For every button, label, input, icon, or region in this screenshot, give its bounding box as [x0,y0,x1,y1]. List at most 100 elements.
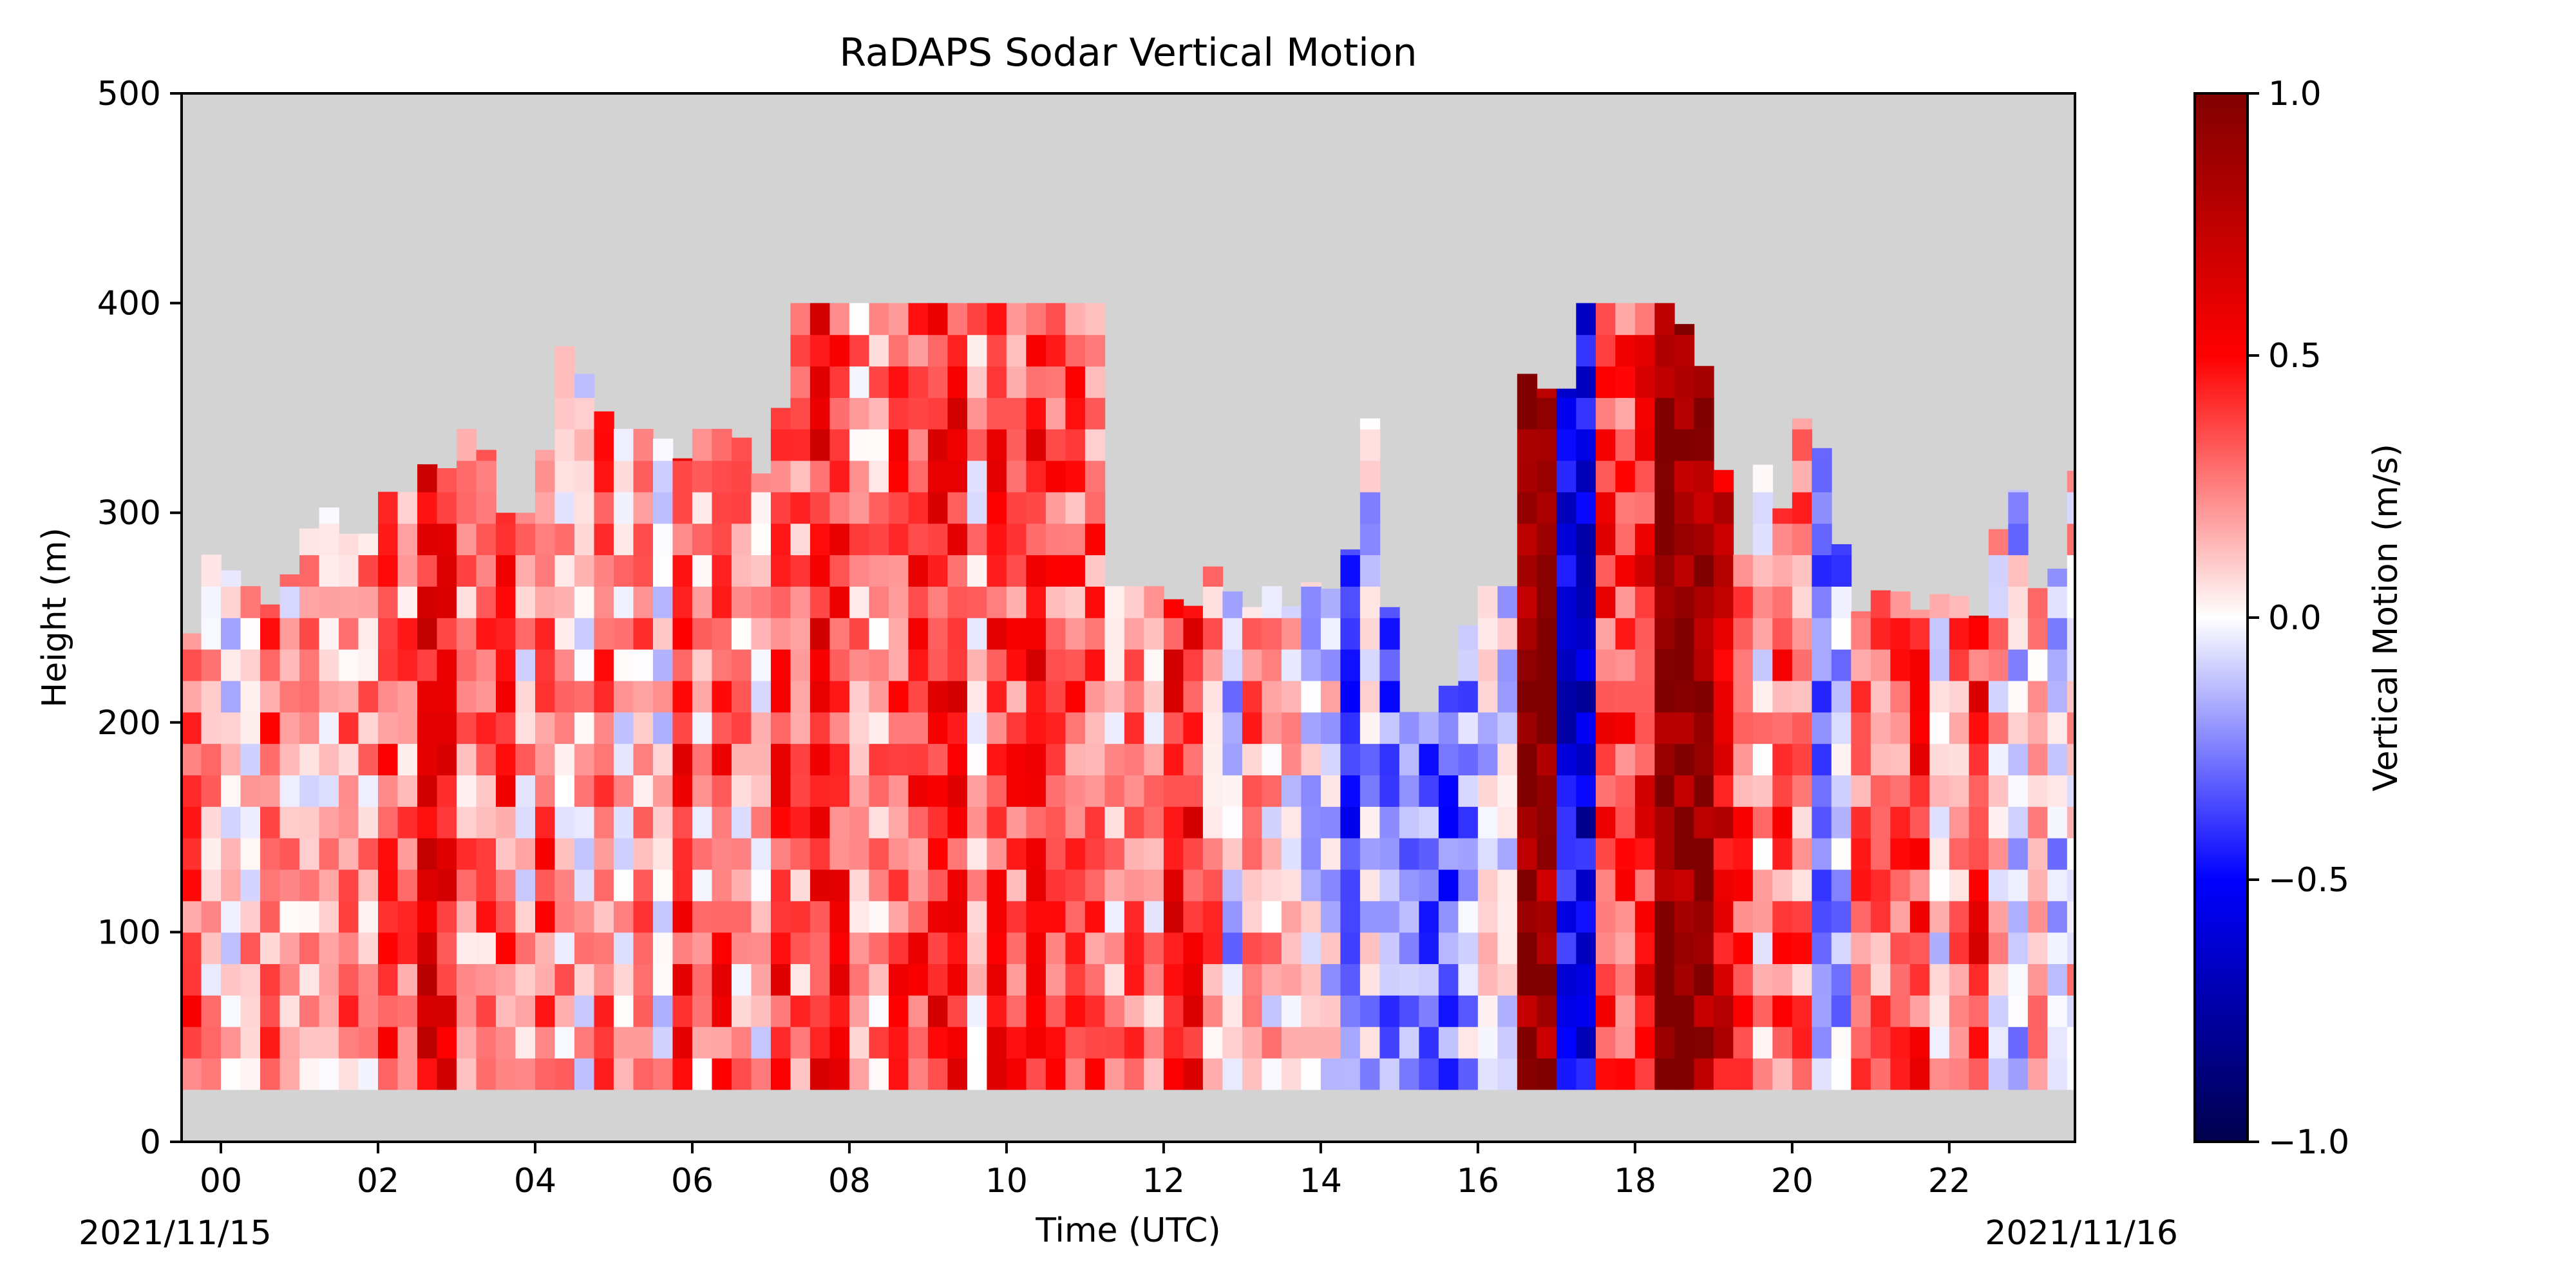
heat-cell [1537,649,1557,681]
heat-cell [1812,554,1832,587]
heat-cell [1851,932,1871,965]
heat-cell [751,775,772,807]
heat-cell [652,932,674,965]
heat-cell [1851,712,1871,744]
heat-cell [1713,586,1734,618]
heat-cell [1301,1026,1321,1059]
heat-cell [299,528,320,556]
heat-cell [1359,418,1381,430]
heat-cell [1399,775,1420,807]
heat-cell [574,963,595,996]
heat-cell [1772,900,1793,933]
heat-cell [1399,837,1420,870]
heat-cell [476,743,497,775]
heat-cell [1399,932,1420,965]
heat-cell [810,995,831,1027]
heat-cell [1262,806,1282,838]
heat-cell [849,586,870,618]
heat-cell [182,775,202,807]
heat-cell [279,869,300,902]
heat-cell [1419,869,1439,902]
heat-cell [279,743,300,775]
heat-cell [299,1026,320,1059]
heat-cell [1222,995,1243,1027]
heat-cell [770,408,791,430]
heat-cell [1183,995,1204,1027]
heat-cell [260,712,281,744]
heat-cell [594,775,614,807]
heat-cell [182,633,202,650]
heat-cell [554,743,575,775]
heat-cell [377,775,399,807]
heat-cell [2008,806,2029,838]
heat-cell [888,366,909,398]
heat-cell [437,649,457,681]
heat-cell [790,366,811,398]
heat-cell [221,932,242,965]
heat-cell [535,900,556,933]
heat-cell [1556,388,1577,398]
heat-cell [1163,1057,1184,1090]
heat-cell [1733,743,1754,775]
y-tick-label: 400 [97,285,161,323]
heat-cell [1772,523,1793,556]
heat-cell [1419,1026,1439,1059]
heat-cell [1694,963,1714,996]
heat-cell [299,680,320,713]
heat-cell [515,680,536,713]
heat-cell [1301,869,1321,902]
heat-cell [1340,995,1361,1027]
heat-cell [1595,460,1616,493]
heat-cell [692,995,713,1027]
heat-cell [1792,428,1813,461]
heat-cell [2067,806,2075,838]
heat-cell [1949,775,1970,807]
heat-cell [574,554,595,587]
heat-cell [770,1026,791,1059]
y-axis-label: Height (m) [35,527,74,708]
heat-cell [2047,900,2068,933]
heat-cell [1222,712,1243,744]
heat-cell [2008,554,2029,587]
heat-cell [397,963,418,996]
heat-cell [810,1026,831,1059]
heat-cell [1772,712,1793,744]
heat-cell [1556,586,1577,618]
heat-cell [476,586,497,618]
heat-cell [1477,649,1499,681]
heat-cell [888,963,909,996]
heat-cell [987,523,1007,556]
heat-cell [712,775,732,807]
heat-cell [1359,680,1381,713]
y-tick-label: 100 [97,913,161,952]
heat-cell [1084,743,1106,775]
heat-cell [1359,900,1381,933]
heat-cell [1517,1057,1538,1090]
heat-cell [319,932,339,965]
heat-cell [1654,523,1675,556]
heat-cell [1262,837,1282,870]
heat-cell [1458,649,1479,681]
heat-cell [1812,900,1832,933]
heat-cell [1634,900,1656,933]
heat-cell [2008,489,2029,493]
heat-cell [299,932,320,965]
heat-cell [1006,460,1027,493]
heat-cell [1359,869,1381,902]
heat-cell [1084,712,1106,744]
heat-cell [869,712,889,744]
heat-cell [927,460,949,493]
heat-cell [2008,1057,2029,1090]
heat-cell [1359,523,1381,556]
heat-cell [888,837,909,870]
heat-cell [1222,900,1243,933]
heat-cell [967,554,988,587]
heat-cell [1026,554,1046,587]
heat-cell [1556,900,1577,933]
heat-cell [1399,995,1420,1027]
heat-cell [1556,554,1577,587]
heat-cell [476,995,497,1027]
heat-cell [1281,649,1302,681]
heat-cell [888,775,909,807]
heat-cell [358,900,379,933]
